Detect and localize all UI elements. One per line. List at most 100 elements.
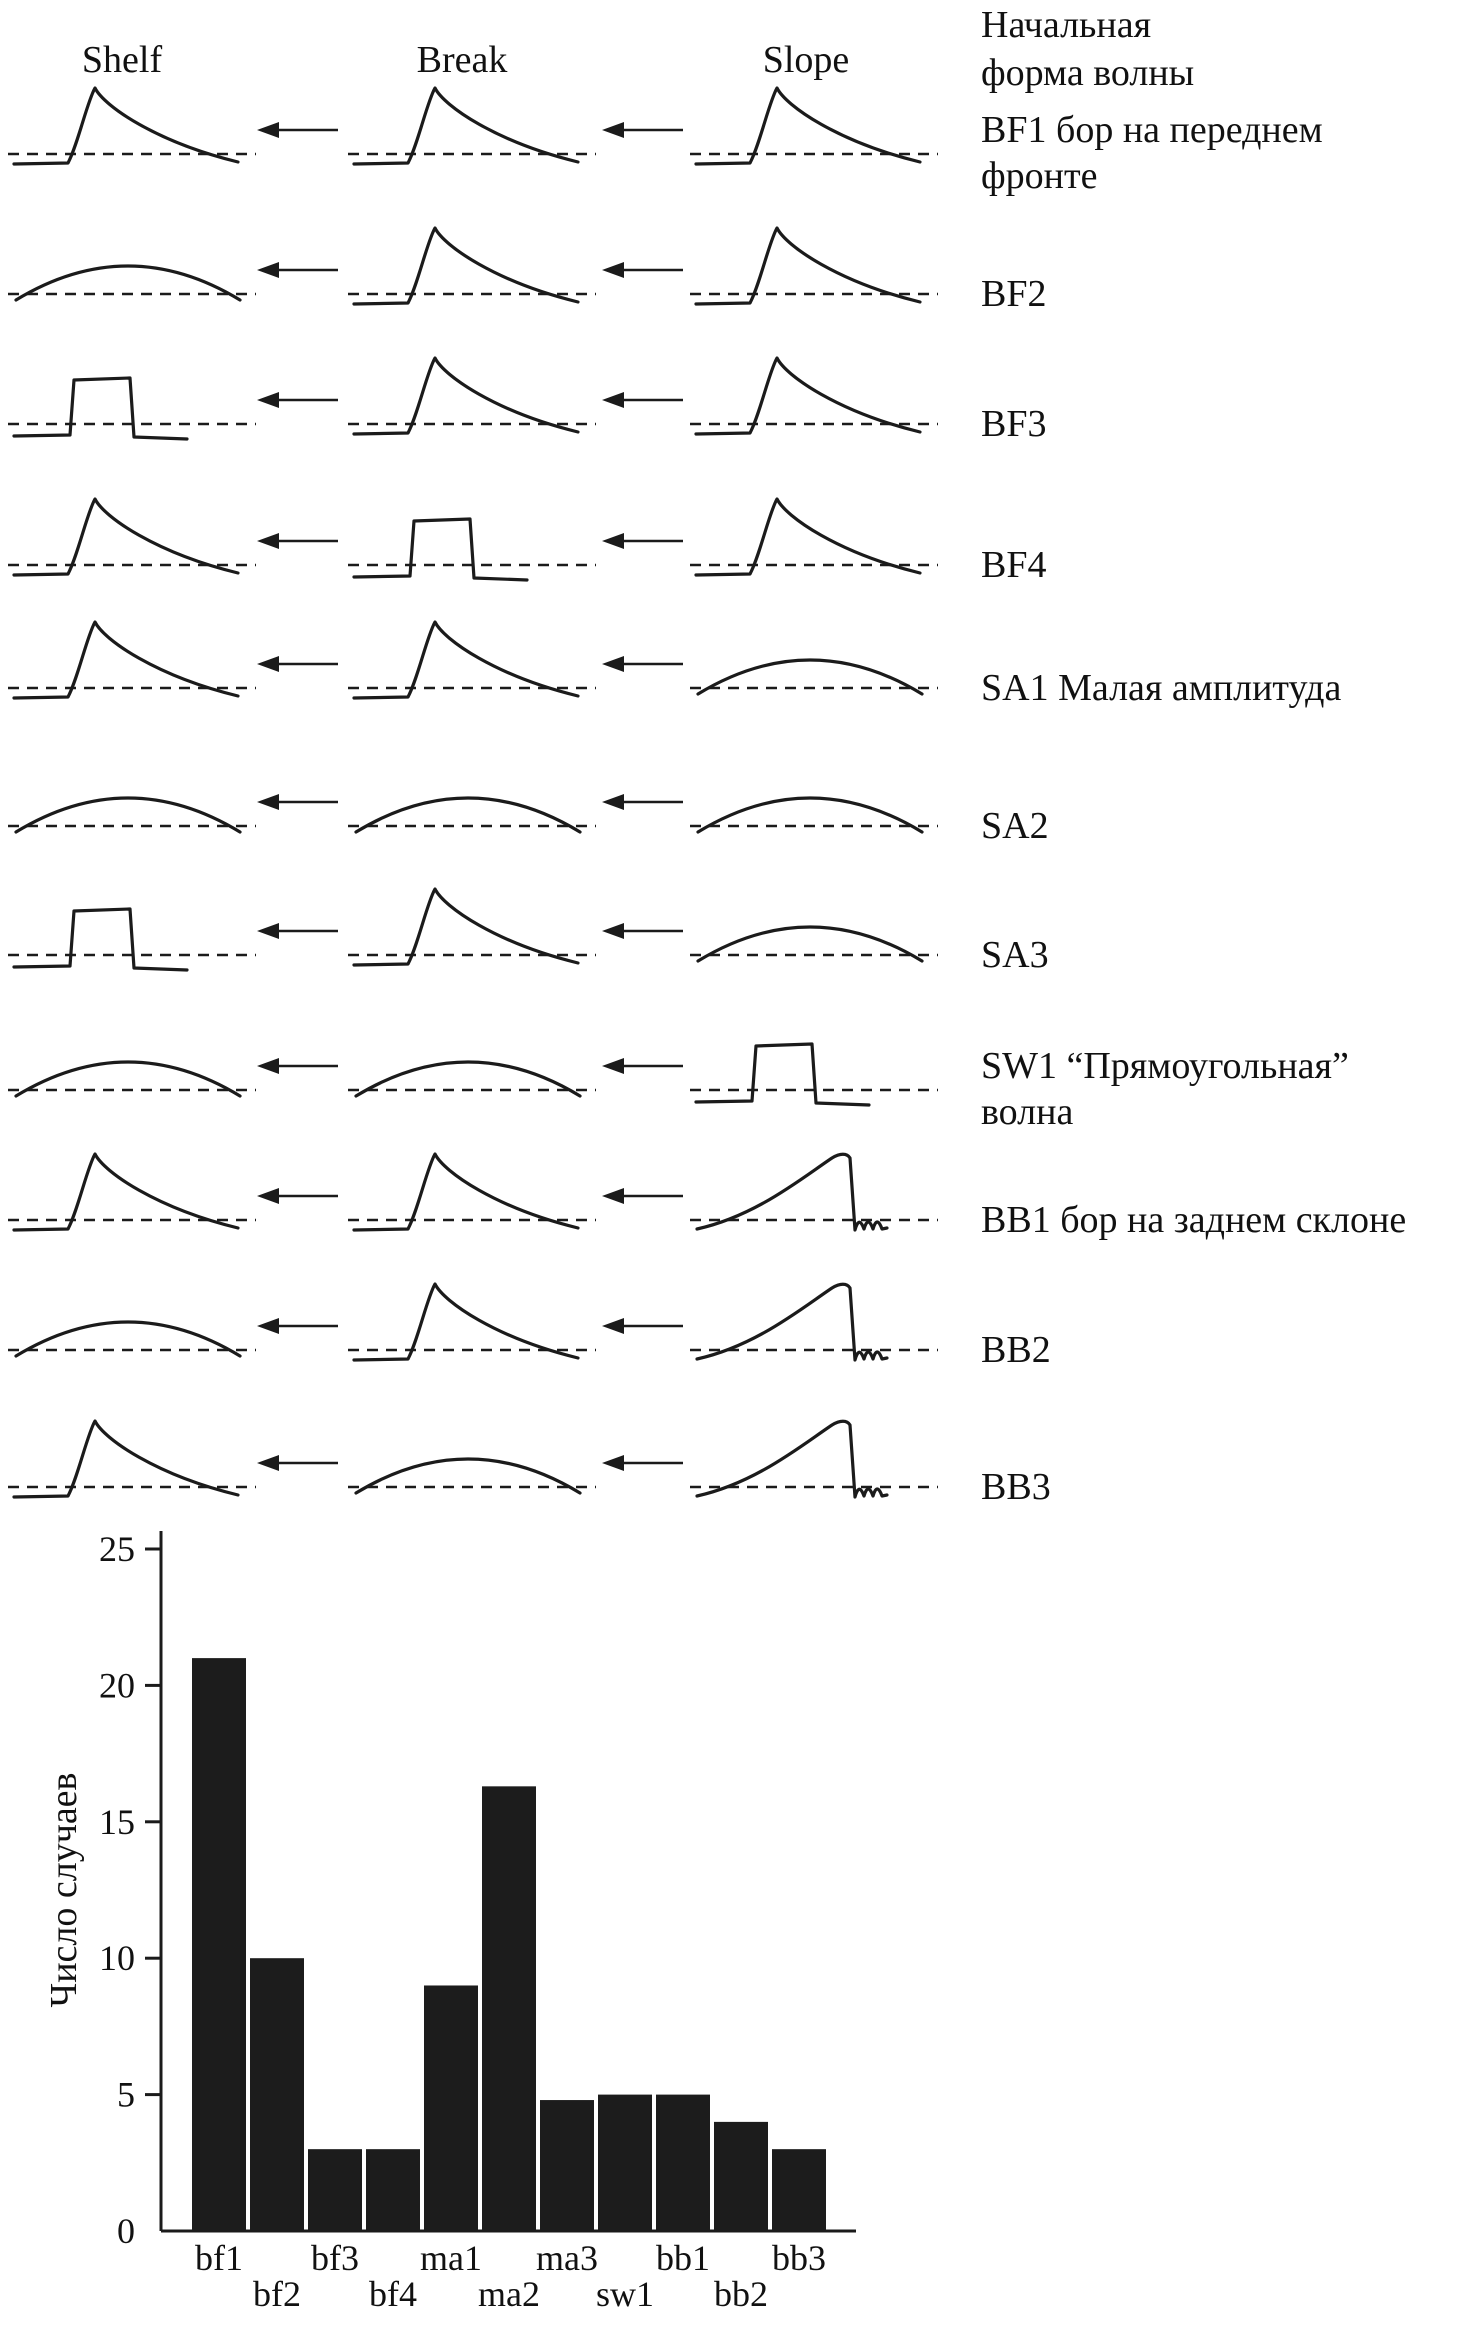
wave-profile [352,517,529,582]
x-tick-label: ma3 [536,2238,598,2278]
wave-profile [12,86,240,166]
wave-profile [352,86,580,166]
arrow-left-icon [257,533,338,549]
wave-cell-bore [8,620,256,700]
arrow-left-icon [602,392,683,408]
initial-waveform-heading: Начальная форма волны [981,2,1194,98]
wave-profile [12,620,240,700]
wave-profile [354,1457,582,1495]
row-label: SW1 “Прямоугольная” [981,1045,1349,1087]
arrow-left-icon [602,923,683,939]
wave-cell-hump [348,1060,596,1098]
y-tick-label: 20 [99,1665,135,1705]
wave-cell-square [690,1042,938,1107]
wave-row: BF2 [8,226,1046,315]
wave-profile [12,1419,240,1499]
wave-cell-backbore [690,1282,938,1362]
arrow-left-icon [257,1188,338,1204]
arrow-left-icon [602,1318,683,1334]
wave-profile [695,1282,889,1362]
arrow-left-icon [257,923,338,939]
x-tick-label: bb3 [772,2238,826,2278]
wave-cell-hump [348,1457,596,1495]
wave-row: BB2 [8,1282,1051,1371]
wave-profile [14,264,242,302]
wave-row: SA2 [8,794,1049,847]
wave-cell-bore [348,86,596,166]
wave-row: SW1 “Прямоугольная”волна [8,1042,1349,1133]
wave-cell-backbore [690,1152,938,1232]
x-tick-label: bf4 [369,2274,417,2314]
wave-cell-bore [348,887,596,967]
arrow-left-icon [602,1058,683,1074]
y-tick-label: 25 [99,1529,135,1569]
y-axis-title: Число случаев [43,1773,85,2008]
wave-cell-square [8,376,256,441]
wave-cell-hump [690,796,938,834]
arrow-left-icon [257,262,338,278]
wave-cell-bore [348,1282,596,1362]
row-label-line2: фронте [981,155,1097,197]
wave-profile [12,376,189,441]
wave-cell-bore [348,1152,596,1232]
wave-profile [695,1152,889,1232]
wave-cell-bore [8,497,256,577]
arrow-left-icon [257,1318,338,1334]
arrow-left-icon [602,533,683,549]
wave-profile [352,1152,580,1232]
arrow-left-icon [257,122,338,138]
x-tick-label: bf3 [311,2238,359,2278]
x-tick-label: bf1 [195,2238,243,2278]
arrow-left-icon [257,656,338,672]
bar-bf1 [192,1658,246,2231]
wave-row: BF3 [8,356,1046,445]
wave-cell-hump [348,796,596,834]
wave-cell-bore [348,226,596,306]
wave-cell-bore [8,1152,256,1232]
x-tick-label: ma1 [420,2238,482,2278]
row-label: SA1 Малая амплитуда [981,667,1341,709]
bar-bb1 [656,2094,710,2231]
wave-profile [696,796,924,834]
row-label: BF2 [981,273,1046,315]
bar-bf4 [366,2149,420,2231]
x-tick-label: bb1 [656,2238,710,2278]
bar-sw1 [598,2094,652,2231]
x-tick-label: bb2 [714,2274,768,2314]
row-label: BB1 бор на заднем склоне [981,1199,1406,1241]
wave-profile [694,86,922,166]
initial-waveform-heading-line2: форма волны [981,51,1195,94]
wave-profile [694,356,922,436]
wave-cell-bore [348,620,596,700]
wave-row: SA1 Малая амплитуда [8,620,1341,709]
row-label: BF1 бор на переднем [981,109,1323,151]
wave-row: BF4 [8,497,1046,586]
wave-cell-bore [8,1419,256,1499]
wave-profile [12,907,189,972]
wave-row: BB1 бор на заднем склоне [8,1152,1406,1241]
y-tick-label: 5 [117,2075,135,2115]
wave-profile [352,620,580,700]
wave-cell-hump [690,925,938,963]
column-header-break: Break [416,39,508,81]
wave-cell-bore [690,86,938,166]
initial-waveform-heading-line1: Начальная [981,4,1152,46]
wave-profile [694,1042,871,1107]
row-label: SA3 [981,934,1049,976]
wave-profile [694,497,922,577]
x-tick-label: sw1 [596,2274,654,2314]
arrow-left-icon [602,1188,683,1204]
wave-profile [14,796,242,834]
arrow-left-icon [602,794,683,810]
row-label-line2: волна [981,1091,1073,1133]
row-label: SA2 [981,805,1049,847]
row-label: BF3 [981,403,1046,445]
wave-cell-bore [690,356,938,436]
wave-row: SA3 [8,887,1049,976]
wave-cell-hump [8,1320,256,1358]
column-header-shelf: Shelf [81,39,163,81]
wave-cell-hump [690,658,938,696]
column-header-slope: Slope [762,39,850,81]
wave-profile [14,1060,242,1098]
